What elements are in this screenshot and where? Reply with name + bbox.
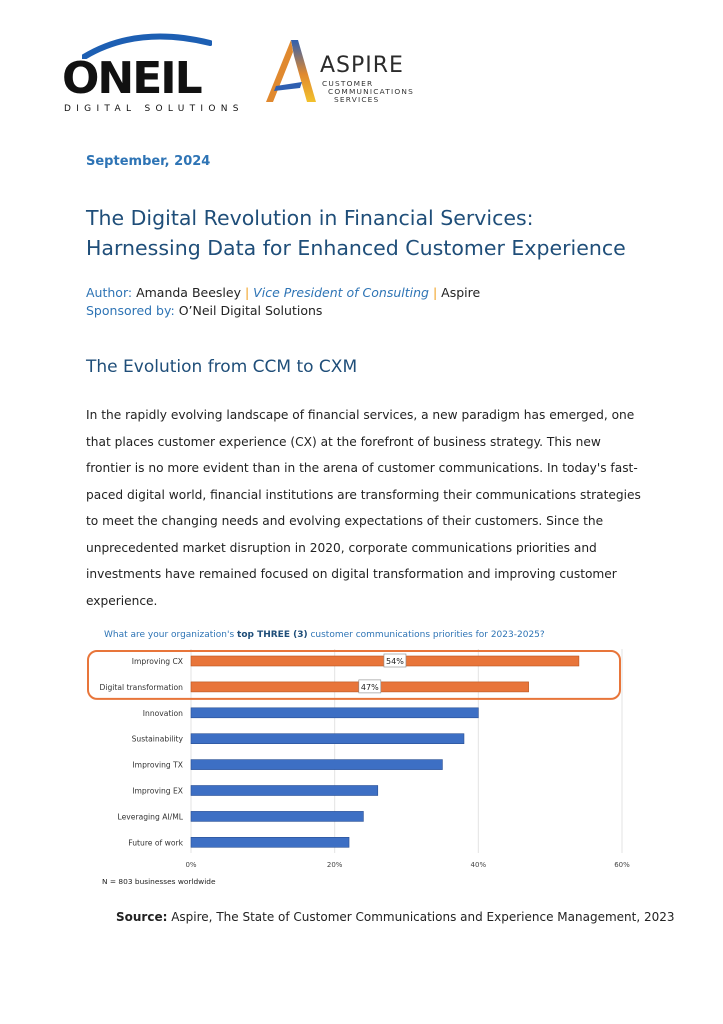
chart-title-bold: top THREE (3) [237, 630, 308, 640]
author-separator: | [244, 285, 250, 300]
data-label-box [383, 653, 407, 668]
sponsor-name: O’Neil Digital Solutions [178, 303, 323, 318]
source-label: Source: [116, 910, 168, 924]
sponsor-line: Sponsored by: O’Neil Digital Solutions [86, 303, 322, 318]
category-label: Digital transformation [100, 683, 184, 692]
document-title: The Digital Revolution in Financial Serv… [86, 206, 626, 260]
category-label: Improving TX [132, 761, 183, 770]
category-label: Improving CX [132, 657, 183, 666]
bar [190, 811, 364, 822]
oneil-subtitle: DIGITAL SOLUTIONS [64, 104, 244, 114]
aspire-subtitle-line: SERVICES [334, 95, 380, 104]
chart-title: What are your organization's top THREE (… [104, 630, 545, 640]
highlight-frame [87, 650, 621, 700]
bar [190, 707, 479, 719]
data-label: 54% [386, 657, 404, 666]
bar [190, 759, 443, 770]
bar [190, 733, 465, 744]
aspire-subtitle-line: CUSTOMER [322, 79, 374, 88]
body-paragraph: In the rapidly evolving landscape of fin… [86, 408, 641, 608]
aspire-subtitle-line: COMMUNICATIONS [328, 87, 415, 96]
author-separator: | [432, 285, 438, 300]
author-org: Aspire [441, 285, 481, 300]
oneil-wordmark: ONEIL [62, 53, 203, 104]
author-line: Author: Amanda Beesley | Vice President … [86, 285, 480, 300]
source-text: Aspire, The State of Customer Communicat… [167, 910, 675, 924]
sponsor-label: Sponsored by: [86, 303, 175, 318]
x-tick-label: 20% [327, 861, 343, 869]
chart-title-pre: What are your organization's [104, 630, 238, 640]
priorities-bar-chart: Improving CX 54% Digital transformation 47%… [87, 649, 630, 869]
oneil-arc-icon [82, 33, 212, 59]
category-label: Improving EX [132, 787, 183, 796]
category-label: Future of work [128, 838, 183, 847]
author-role: Vice President of Consulting [253, 285, 429, 300]
source-line: Source: Aspire, The State of Customer Co… [116, 910, 675, 924]
x-tick-label: 0% [185, 861, 196, 869]
category-label: Innovation [143, 709, 183, 718]
aspire-logo: ASPIRE CUSTOMER COMMUNICATIONS SERVICES [262, 38, 422, 108]
data-label-box [358, 679, 382, 694]
category-label: Leveraging AI/ML [118, 812, 184, 821]
chart-sample-note: N = 803 businesses worldwide [102, 877, 216, 886]
oneil-logo: ONEIL DIGITAL SOLUTIONS [62, 33, 238, 115]
author-label: Author: [86, 285, 133, 300]
author-name: Amanda Beesley [136, 285, 241, 300]
publication-date: September, 2024 [86, 154, 211, 169]
section-heading: The Evolution from CCM to CXM [86, 357, 358, 377]
chart-title-post: customer communications priorities for 2… [307, 630, 545, 640]
aspire-mark-icon [266, 40, 316, 102]
bar [190, 785, 379, 796]
data-label: 47% [361, 683, 379, 692]
category-label: Sustainability [132, 735, 184, 744]
bar [190, 837, 350, 848]
x-tick-label: 60% [614, 861, 630, 869]
aspire-wordmark: ASPIRE [320, 53, 404, 78]
x-tick-label: 40% [471, 861, 487, 869]
